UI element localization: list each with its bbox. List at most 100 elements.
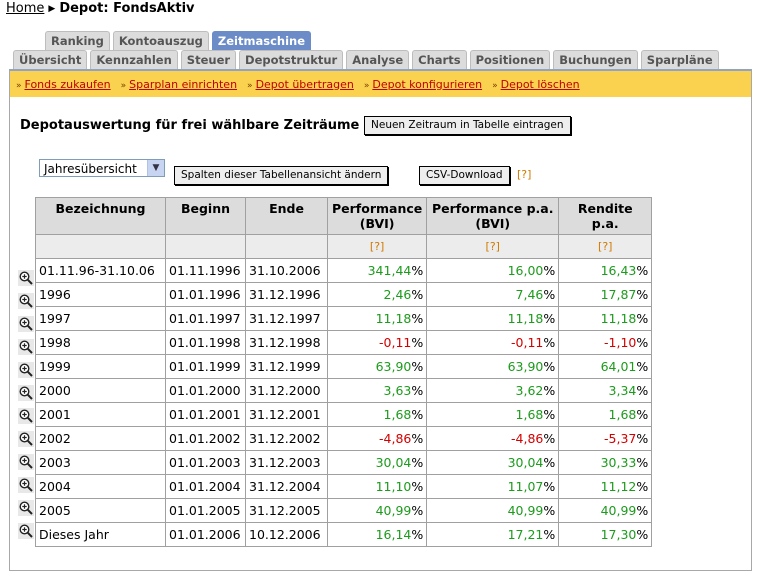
- action-label: Sparplan einrichten: [129, 77, 238, 91]
- table-row: 2001 01.01.2001 31.12.2001 1,68% 1,68% 1,68%: [35, 402, 653, 427]
- zoom-in-icon[interactable]: [18, 362, 34, 378]
- action-depot-loschen[interactable]: » Depot löschen: [492, 78, 580, 91]
- end-date-cell: 31.12.1997: [245, 306, 328, 331]
- return-pa-cell: 17,87%: [558, 282, 653, 307]
- zoom-in-icon[interactable]: [18, 431, 34, 447]
- period-label-cell: 01.11.96-31.10.06: [35, 258, 166, 283]
- table-row: 2004 01.01.2004 31.12.2004 11,10% 11,07% 11,1…: [35, 474, 653, 499]
- end-date-cell: 31.12.2000: [245, 378, 328, 403]
- end-date-cell: 31.12.2004: [245, 474, 328, 499]
- performance-cell: 11,10%: [326, 474, 428, 499]
- action-label: Depot konfigurieren: [372, 77, 483, 91]
- zoom-in-icon[interactable]: [18, 385, 34, 401]
- double-chevron-icon: »: [16, 80, 22, 91]
- column-help-link[interactable]: [?]: [485, 240, 500, 253]
- end-date-cell: 31.12.1999: [245, 354, 328, 379]
- column-header-ende: Ende: [245, 197, 328, 235]
- performance-cell: 2,46%: [326, 282, 428, 307]
- tab-row-bottom: Übersicht Kennzahlen Steuer Depotstruktur An…: [13, 50, 722, 69]
- zoom-in-icon[interactable]: [18, 339, 34, 355]
- return-pa-cell: 11,12%: [558, 474, 653, 499]
- tab-kennzahlen[interactable]: Kennzahlen: [90, 50, 178, 69]
- double-chevron-icon: »: [363, 80, 370, 91]
- performance-pa-cell: 3,62%: [426, 378, 560, 403]
- begin-date-cell: 01.01.2002: [165, 426, 246, 451]
- tab-buchungen[interactable]: Buchungen: [553, 50, 638, 69]
- csv-download-button[interactable]: CSV-Download: [419, 166, 510, 185]
- zoom-in-icon[interactable]: [18, 293, 34, 309]
- view-select[interactable]: Jahresübersicht ▼: [39, 159, 165, 177]
- zoom-in-icon[interactable]: [18, 523, 34, 539]
- action-label: Depot übertragen: [255, 77, 354, 91]
- return-pa-cell: 40,99%: [558, 498, 653, 523]
- action-depot-ubertragen[interactable]: » Depot übertragen: [247, 78, 354, 91]
- period-label-cell: 1998: [35, 330, 166, 355]
- column-help-link[interactable]: [?]: [369, 240, 385, 253]
- tab-zeitmaschine[interactable]: Zeitmaschine: [211, 31, 312, 50]
- performance-cell: 3,63%: [326, 378, 428, 403]
- end-date-cell: 31.12.2005: [245, 498, 328, 523]
- chevron-down-icon[interactable]: ▼: [147, 160, 164, 176]
- breadcrumb-home-link[interactable]: Home: [6, 1, 45, 16]
- return-pa-cell: 17,30%: [558, 522, 653, 547]
- zoom-in-icon[interactable]: [18, 500, 34, 516]
- begin-date-cell: 01.01.2001: [165, 402, 246, 427]
- performance-pa-cell: 16,00%: [426, 258, 560, 283]
- performance-pa-cell: 11,18%: [426, 306, 560, 331]
- action-sparplan-einrichten[interactable]: » Sparplan einrichten: [121, 78, 237, 91]
- column-help-link[interactable]: [?]: [598, 240, 613, 253]
- tab-steuer[interactable]: Steuer: [180, 50, 237, 69]
- end-date-cell: 31.12.2002: [245, 426, 328, 451]
- table-row: 2005 01.01.2005 31.12.2005 40,99% 40,99% 40,9…: [35, 498, 653, 523]
- change-columns-button[interactable]: Spalten dieser Tabellenansicht ändern: [174, 166, 389, 185]
- page-heading: Depotauswertung für frei wählbare Zeiträ…: [20, 118, 360, 133]
- performance-cell: 30,04%: [326, 450, 428, 475]
- tab-charts[interactable]: Charts: [412, 50, 467, 69]
- end-date-cell: 31.12.2001: [245, 402, 328, 427]
- action-label: Fonds zukaufen: [24, 77, 111, 91]
- tab-sparplane[interactable]: Sparpläne: [640, 50, 719, 69]
- double-chevron-icon: »: [492, 80, 498, 91]
- zoom-in-icon[interactable]: [18, 477, 34, 493]
- zoom-in-icon[interactable]: [18, 270, 34, 286]
- return-pa-cell: -5,37%: [558, 426, 653, 451]
- help-cell: [245, 234, 328, 259]
- begin-date-cell: 01.01.1996: [165, 282, 246, 307]
- breadcrumb-current: Depot: FondsAktiv: [59, 1, 195, 16]
- period-label-cell: 2002: [35, 426, 166, 451]
- end-date-cell: 31.12.2003: [245, 450, 328, 475]
- period-label-cell: 1996: [35, 282, 166, 307]
- begin-date-cell: 01.01.2000: [165, 378, 246, 403]
- return-pa-cell: 30,33%: [558, 450, 653, 475]
- new-period-button[interactable]: Neuen Zeitraum in Tabelle eintragen: [364, 116, 571, 135]
- tab-positionen[interactable]: Positionen: [469, 50, 551, 69]
- help-cell: [?]: [326, 234, 428, 259]
- tab-ranking[interactable]: Ranking: [45, 31, 110, 50]
- action-depot-konfigurieren[interactable]: » Depot konfigurieren: [364, 78, 482, 91]
- begin-date-cell: 01.11.1996: [165, 258, 246, 283]
- double-chevron-icon: »: [247, 80, 253, 91]
- tab-row-top: Ranking Kontoauszug Zeitmaschine: [45, 31, 314, 50]
- tab-kontoauszug[interactable]: Kontoauszug: [112, 31, 209, 50]
- zoom-in-icon[interactable]: [18, 454, 34, 470]
- performance-cell: 11,18%: [326, 306, 428, 331]
- performance-cell: 341,44%: [326, 258, 428, 283]
- performance-pa-cell: 17,21%: [426, 522, 560, 547]
- tab-depotstruktur[interactable]: Depotstruktur: [239, 50, 344, 69]
- period-label-cell: 2003: [35, 450, 166, 475]
- table-row: 2002 01.01.2002 31.12.2002 -4,86% -4,86% -5,3…: [35, 426, 653, 451]
- performance-pa-cell: 40,99%: [426, 498, 560, 523]
- performance-cell: 16,14%: [326, 522, 428, 547]
- breadcrumb-arrow-icon: ▶: [48, 4, 56, 14]
- csv-help-link[interactable]: [?]: [517, 168, 532, 181]
- tab-analyse[interactable]: Analyse: [346, 50, 410, 69]
- period-label-cell: Dieses Jahr: [35, 522, 166, 547]
- action-fonds-zukaufen[interactable]: » Fonds zukaufen: [16, 78, 111, 91]
- breadcrumb: Home ▶ Depot: FondsAktiv: [6, 0, 195, 18]
- begin-date-cell: 01.01.2004: [165, 474, 246, 499]
- performance-cell: -4,86%: [326, 426, 428, 451]
- zoom-in-icon[interactable]: [18, 316, 34, 332]
- zoom-in-icon[interactable]: [18, 408, 34, 424]
- tab-ubersicht[interactable]: Übersicht: [13, 50, 88, 69]
- return-pa-cell: 16,43%: [558, 258, 653, 283]
